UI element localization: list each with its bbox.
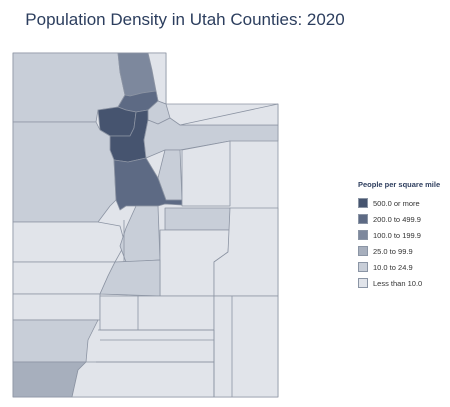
county-garfield — [99, 295, 215, 331]
legend-title: People per square mile — [358, 180, 441, 189]
legend-swatch — [358, 198, 368, 208]
county-millard — [12, 261, 116, 295]
legend-item: 25.0 to 99.9 — [358, 243, 440, 259]
legend: People per square mile 500.0 or more 200.… — [358, 180, 440, 291]
legend-item: 100.0 to 199.9 — [358, 227, 440, 243]
legend-label: Less than 10.0 — [373, 278, 423, 288]
legend-swatch — [358, 214, 368, 224]
legend-label: 500.0 or more — [373, 198, 420, 208]
county-daggett — [179, 103, 279, 126]
legend-label: 100.0 to 199.9 — [373, 230, 421, 240]
map-title: Population Density in Utah Counties: 202… — [25, 10, 345, 29]
county-tooele — [12, 121, 117, 223]
county-utah — [113, 157, 183, 211]
legend-items: 500.0 or more 200.0 to 499.9 100.0 to 199.… — [358, 195, 440, 291]
legend-label: 10.0 to 24.9 — [373, 262, 413, 272]
county-sevier — [99, 259, 161, 297]
legend-item: 10.0 to 24.9 — [358, 259, 440, 275]
legend-swatch — [358, 230, 368, 240]
county-duchesne — [181, 140, 231, 207]
legend-item: 200.0 to 499.9 — [358, 211, 440, 227]
legend-swatch — [358, 246, 368, 256]
legend-swatch — [358, 262, 368, 272]
county-iron — [12, 319, 99, 363]
county-beaver — [12, 293, 101, 321]
legend-item: Less than 10.0 — [358, 275, 440, 291]
county-davis — [97, 106, 137, 137]
legend-label: 200.0 to 499.9 — [373, 214, 421, 224]
interior-boundaries — [96, 220, 233, 397]
legend-swatch — [358, 278, 368, 288]
county-carbon — [164, 207, 231, 231]
legend-label: 25.0 to 99.9 — [373, 246, 413, 256]
county-san-juan — [213, 295, 279, 398]
county-juab — [12, 221, 126, 263]
county-kane — [71, 361, 215, 398]
legend-item: 500.0 or more — [358, 195, 440, 211]
